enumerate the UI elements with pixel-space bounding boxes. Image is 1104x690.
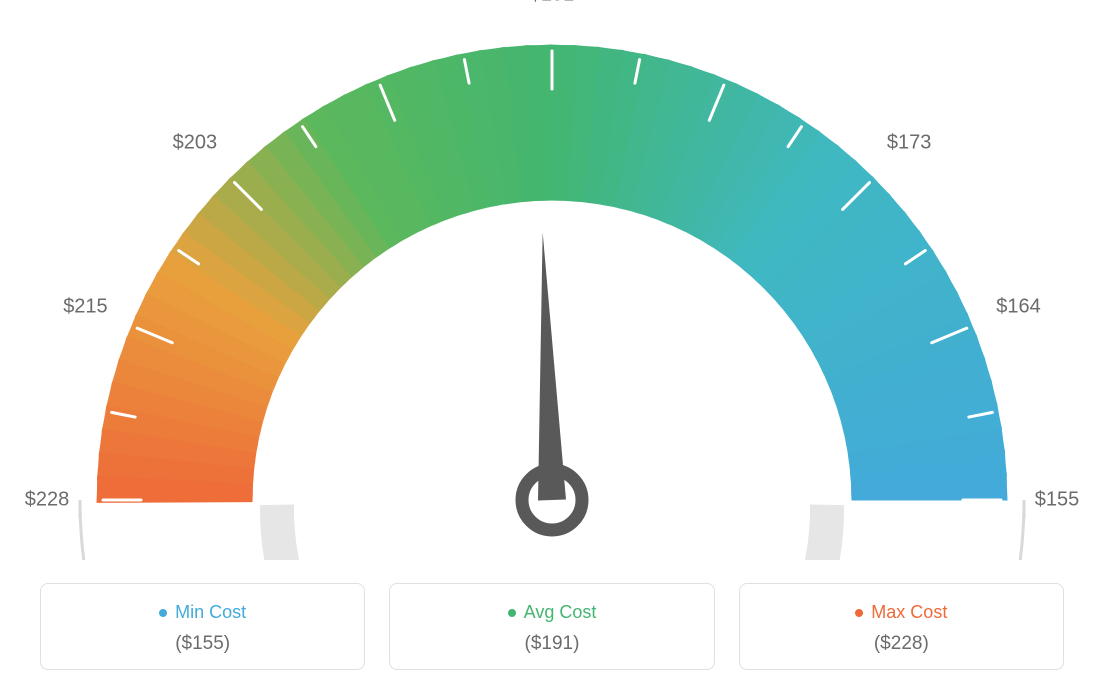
summary-cards: Min Cost ($155) Avg Cost ($191) Max Cost…	[40, 583, 1064, 670]
avg-cost-title: Avg Cost	[508, 602, 597, 623]
gauge-tick-label: $215	[63, 295, 108, 318]
max-dot-icon	[855, 609, 863, 617]
max-cost-value: ($228)	[750, 633, 1053, 655]
gauge-tick-label: $191	[530, 0, 575, 7]
min-dot-icon	[159, 609, 167, 617]
max-cost-label: Max Cost	[871, 602, 947, 623]
min-cost-title: Min Cost	[159, 602, 246, 623]
gauge-tick-label: $203	[173, 131, 218, 154]
cost-gauge: $155 $164 $173 $191 $203 $215 $228	[0, 0, 1104, 560]
avg-dot-icon	[508, 609, 516, 617]
gauge-tick-label: $228	[25, 489, 70, 512]
max-cost-title: Max Cost	[855, 602, 947, 623]
max-cost-card: Max Cost ($228)	[739, 583, 1064, 670]
gauge-tick-label: $155	[1035, 489, 1080, 512]
avg-cost-label: Avg Cost	[524, 602, 597, 623]
min-cost-value: ($155)	[51, 633, 354, 655]
gauge-tick-label: $164	[996, 295, 1041, 318]
avg-cost-card: Avg Cost ($191)	[389, 583, 714, 670]
gauge-svg	[0, 0, 1104, 560]
min-cost-label: Min Cost	[175, 602, 246, 623]
avg-cost-value: ($191)	[400, 633, 703, 655]
min-cost-card: Min Cost ($155)	[40, 583, 365, 670]
gauge-tick-label: $173	[887, 131, 932, 154]
